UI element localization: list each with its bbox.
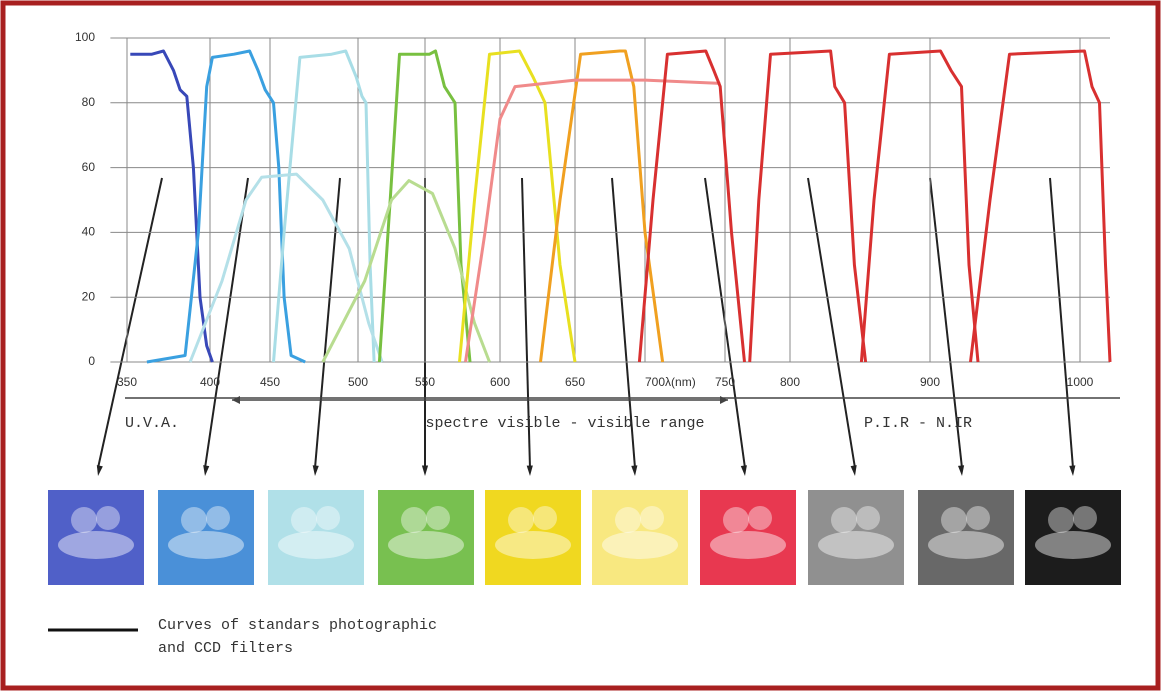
x-tick-label: 500 (348, 375, 368, 389)
x-tick-label: 550 (415, 375, 435, 389)
thumbnail-fruit (291, 507, 317, 533)
thumbnail-fruit (856, 506, 880, 530)
thumbnail-fruit (71, 507, 97, 533)
thumbnail-fruit (401, 507, 427, 533)
region-label: spectre visible - visible range (425, 415, 704, 432)
thumbnail-fruit (316, 506, 340, 530)
thumbnail-bowl (495, 531, 571, 559)
thumbnail-fruit (206, 506, 230, 530)
x-tick-label: 1000 (1067, 375, 1094, 389)
thumbnail-fruit (181, 507, 207, 533)
thumbnail-bowl (168, 531, 244, 559)
y-tick-label: 80 (82, 95, 96, 109)
thumbnail-fruit (1048, 507, 1074, 533)
region-label: U.V.A. (125, 415, 179, 432)
thumbnail-bowl (388, 531, 464, 559)
thumbnail-bowl (602, 531, 678, 559)
region-label: P.I.R - N.IR (864, 415, 972, 432)
legend-text: and CCD filters (158, 640, 293, 657)
thumbnail-fruit (966, 506, 990, 530)
thumbnail-fruit (831, 507, 857, 533)
thumbnail-fruit (640, 506, 664, 530)
y-tick-label: 0 (88, 354, 95, 368)
thumbnail-fruit (96, 506, 120, 530)
thumbnail-fruit (615, 507, 641, 533)
thumbnail-fruit (508, 507, 534, 533)
y-tick-label: 40 (82, 225, 96, 239)
x-tick-label: 900 (920, 375, 940, 389)
x-tick-label: 450 (260, 375, 280, 389)
thumbnail-fruit (1073, 506, 1097, 530)
thumbnail-bowl (1035, 531, 1111, 559)
x-tick-label: 400 (200, 375, 220, 389)
chart: U.V.A. spectre visible - visible range P… (0, 0, 1161, 691)
y-tick-label: 20 (82, 289, 96, 303)
thumbnail-fruit (533, 506, 557, 530)
thumbnail-fruit (723, 507, 749, 533)
x-tick-label: 650 (565, 375, 585, 389)
thumbnail-fruit (941, 507, 967, 533)
y-tick-label: 60 (82, 160, 96, 174)
thumbnail-fruit (748, 506, 772, 530)
frame (3, 3, 1158, 688)
legend-text: Curves of standars photographic (158, 617, 437, 634)
thumbnail-bowl (710, 531, 786, 559)
x-tick-label: 700λ(nm) (645, 375, 696, 389)
thumbnail-fruit (426, 506, 450, 530)
x-tick-label: 600 (490, 375, 510, 389)
x-tick-label: 350 (117, 375, 137, 389)
x-tick-label: 800 (780, 375, 800, 389)
thumbnail-bowl (928, 531, 1004, 559)
thumbnail-bowl (278, 531, 354, 559)
thumbnail-bowl (818, 531, 894, 559)
thumbnail-bowl (58, 531, 134, 559)
y-tick-label: 100 (75, 30, 95, 44)
x-tick-label: 750 (715, 375, 735, 389)
